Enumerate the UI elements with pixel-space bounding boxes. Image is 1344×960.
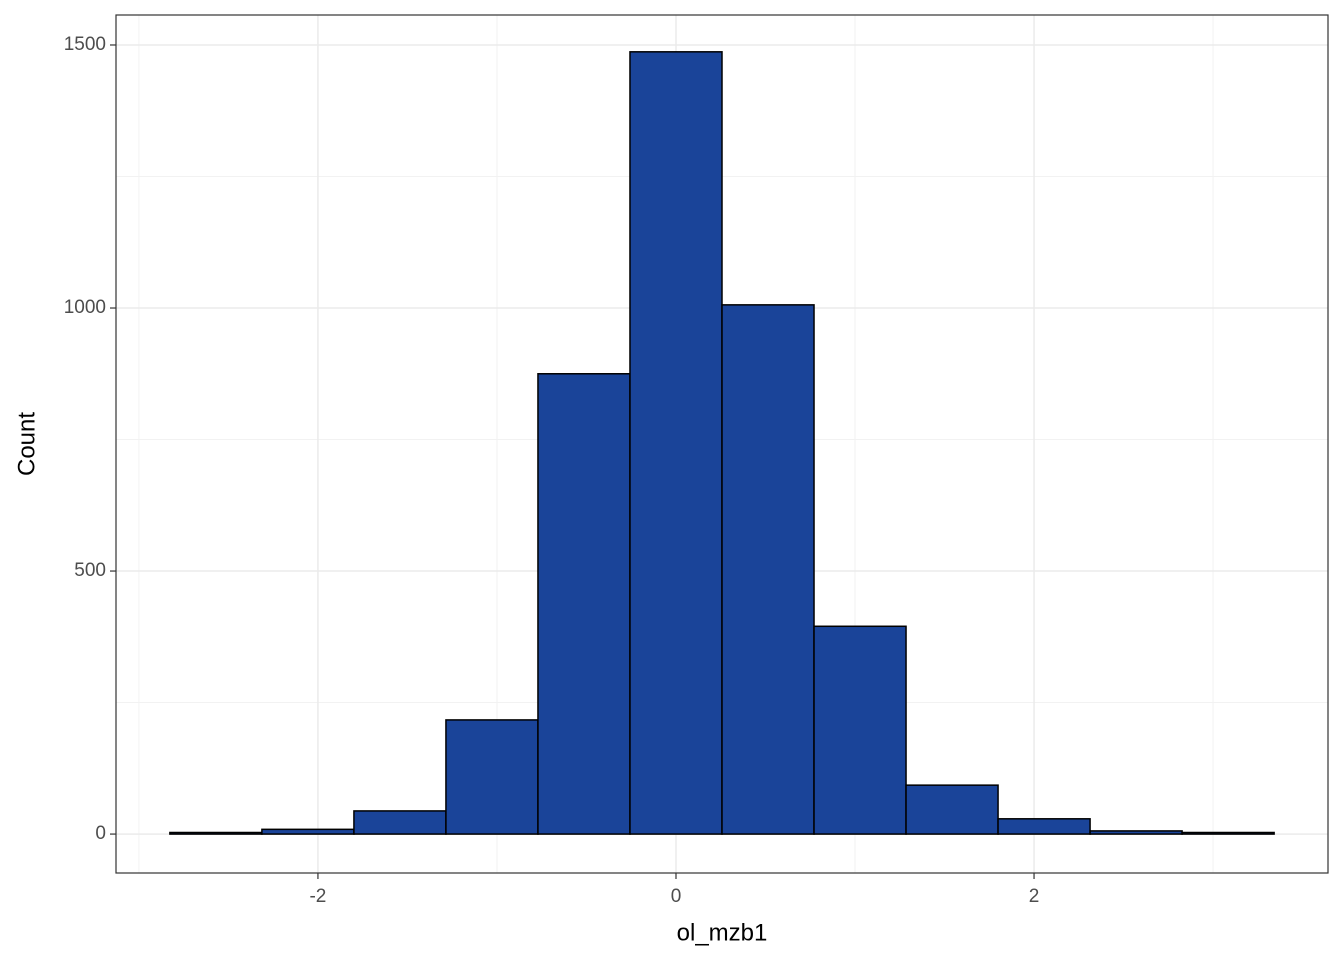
- bar: [169, 831, 263, 835]
- bar: [261, 828, 355, 835]
- x-tick-label: 2: [1029, 886, 1040, 907]
- y-tick-label: 1000: [64, 297, 106, 318]
- bar: [1089, 830, 1183, 835]
- y-axis-title: Count: [13, 412, 40, 476]
- bar: [997, 818, 1091, 835]
- bar: [353, 810, 447, 835]
- bar: [1181, 831, 1275, 835]
- panel-border: [115, 14, 1329, 874]
- bar: [905, 784, 999, 835]
- x-tick-label: 0: [671, 886, 682, 907]
- y-tick-label: 500: [74, 560, 106, 581]
- y-tick-label: 1500: [64, 34, 106, 55]
- bar: [537, 373, 631, 835]
- bar: [721, 304, 815, 835]
- x-tick-label: -2: [309, 886, 326, 907]
- bar: [813, 625, 907, 835]
- bar: [445, 719, 539, 835]
- bar: [629, 51, 723, 835]
- x-axis-title: ol_mzb1: [677, 919, 768, 946]
- y-tick-label: 0: [95, 823, 106, 844]
